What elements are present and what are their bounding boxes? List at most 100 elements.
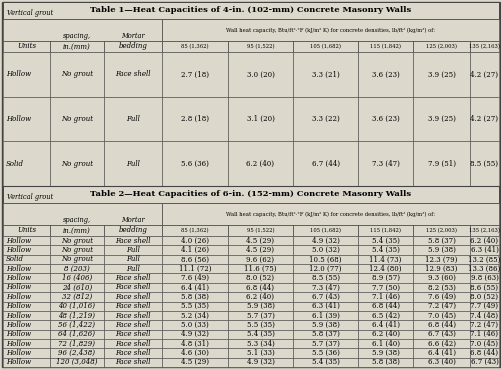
Bar xyxy=(412,97,469,141)
Text: Full: Full xyxy=(126,255,140,263)
Bar xyxy=(162,236,227,245)
Bar xyxy=(227,141,293,186)
Bar xyxy=(3,311,50,320)
Text: 12.9 (83): 12.9 (83) xyxy=(424,265,457,273)
Bar xyxy=(50,330,104,339)
Bar xyxy=(162,320,227,330)
Bar xyxy=(104,283,162,292)
Bar xyxy=(50,236,104,245)
Text: 6.3 (41): 6.3 (41) xyxy=(311,302,339,310)
Bar xyxy=(162,52,227,97)
Text: 6.6 (42): 6.6 (42) xyxy=(427,339,454,348)
Bar xyxy=(293,41,357,52)
Text: Hollow: Hollow xyxy=(6,70,31,78)
Text: 4.9 (32): 4.9 (32) xyxy=(246,358,274,366)
Text: 115 (1,842): 115 (1,842) xyxy=(369,228,400,233)
Bar xyxy=(104,311,162,320)
Text: Face shell: Face shell xyxy=(115,283,150,292)
Bar xyxy=(412,41,469,52)
Text: 96 (2,438): 96 (2,438) xyxy=(59,349,95,357)
Bar xyxy=(3,264,50,273)
Bar xyxy=(162,41,227,52)
Bar xyxy=(50,264,104,273)
Text: 12.4 (80): 12.4 (80) xyxy=(369,265,401,273)
Text: in.(mm): in.(mm) xyxy=(63,227,91,235)
Text: 4.2 (27): 4.2 (27) xyxy=(469,115,497,123)
Text: 6.8 (44): 6.8 (44) xyxy=(371,302,399,310)
Bar xyxy=(3,348,50,358)
Text: 4.1 (26): 4.1 (26) xyxy=(181,246,208,254)
Text: 9.8 (63): 9.8 (63) xyxy=(469,274,497,282)
Bar xyxy=(293,255,357,264)
Bar xyxy=(469,348,498,358)
Bar xyxy=(469,41,498,52)
Bar xyxy=(357,283,412,292)
Text: Mortar: Mortar xyxy=(121,215,144,224)
Bar xyxy=(293,245,357,255)
Bar xyxy=(3,97,50,141)
Bar xyxy=(293,301,357,311)
Text: 8.0 (52): 8.0 (52) xyxy=(469,293,497,301)
Bar xyxy=(469,330,498,339)
Text: 4.5 (29): 4.5 (29) xyxy=(246,246,274,254)
Bar xyxy=(3,255,50,264)
Bar xyxy=(104,236,162,245)
Bar xyxy=(469,273,498,283)
Text: Table 2—Heat Capacities of 6-in. (152-mm) Concrete Masonry Walls: Table 2—Heat Capacities of 6-in. (152-mm… xyxy=(90,190,411,199)
Bar xyxy=(469,52,498,97)
Bar xyxy=(293,348,357,358)
Bar xyxy=(412,301,469,311)
Bar xyxy=(293,52,357,97)
Bar xyxy=(227,283,293,292)
Bar xyxy=(293,141,357,186)
Text: Hollow: Hollow xyxy=(6,330,31,338)
Bar xyxy=(227,41,293,52)
Bar xyxy=(412,273,469,283)
Bar xyxy=(3,339,50,348)
Text: 5.8 (37): 5.8 (37) xyxy=(311,330,339,338)
Text: 13.2 (85): 13.2 (85) xyxy=(467,255,499,263)
Text: 8 (203): 8 (203) xyxy=(64,265,90,273)
Text: 6.8 (44): 6.8 (44) xyxy=(427,321,454,329)
Bar xyxy=(293,292,357,301)
Bar xyxy=(162,311,227,320)
Text: 5.2 (34): 5.2 (34) xyxy=(181,311,208,320)
Text: 7.1 (46): 7.1 (46) xyxy=(469,330,497,338)
Text: 3.0 (20): 3.0 (20) xyxy=(246,70,274,78)
Text: 9.6 (62): 9.6 (62) xyxy=(246,255,274,263)
Bar xyxy=(469,225,498,236)
Text: 5.4 (35): 5.4 (35) xyxy=(371,237,399,245)
Bar xyxy=(293,339,357,348)
Text: Hollow: Hollow xyxy=(6,349,31,357)
Bar xyxy=(227,255,293,264)
Bar xyxy=(162,255,227,264)
Text: 8.6 (55): 8.6 (55) xyxy=(469,283,497,292)
Text: 12.0 (77): 12.0 (77) xyxy=(309,265,341,273)
Text: 4.5 (29): 4.5 (29) xyxy=(181,358,208,366)
Bar xyxy=(469,358,498,367)
Text: bedding: bedding xyxy=(118,42,147,51)
Text: 3.6 (23): 3.6 (23) xyxy=(371,70,399,78)
Bar xyxy=(293,225,357,236)
Text: No grout: No grout xyxy=(61,160,93,168)
Text: 125 (2,003): 125 (2,003) xyxy=(425,44,456,49)
Text: 5.9 (38): 5.9 (38) xyxy=(371,349,399,357)
Bar xyxy=(412,311,469,320)
Bar xyxy=(227,245,293,255)
Bar xyxy=(227,348,293,358)
Bar xyxy=(412,236,469,245)
Bar xyxy=(412,358,469,367)
Text: No grout: No grout xyxy=(61,237,93,245)
Text: 5.4 (35): 5.4 (35) xyxy=(371,246,399,254)
Text: 6.4 (41): 6.4 (41) xyxy=(181,283,208,292)
Text: 40 (1,016): 40 (1,016) xyxy=(59,302,95,310)
Bar xyxy=(357,273,412,283)
Text: Full: Full xyxy=(126,265,140,273)
Text: 7.2 (47): 7.2 (47) xyxy=(469,321,497,329)
Text: Hollow: Hollow xyxy=(6,246,31,254)
Bar xyxy=(357,141,412,186)
Text: 5.0 (33): 5.0 (33) xyxy=(181,321,208,329)
Text: 8.6 (56): 8.6 (56) xyxy=(181,255,208,263)
Bar xyxy=(3,320,50,330)
Text: 5.9 (38): 5.9 (38) xyxy=(311,321,339,329)
